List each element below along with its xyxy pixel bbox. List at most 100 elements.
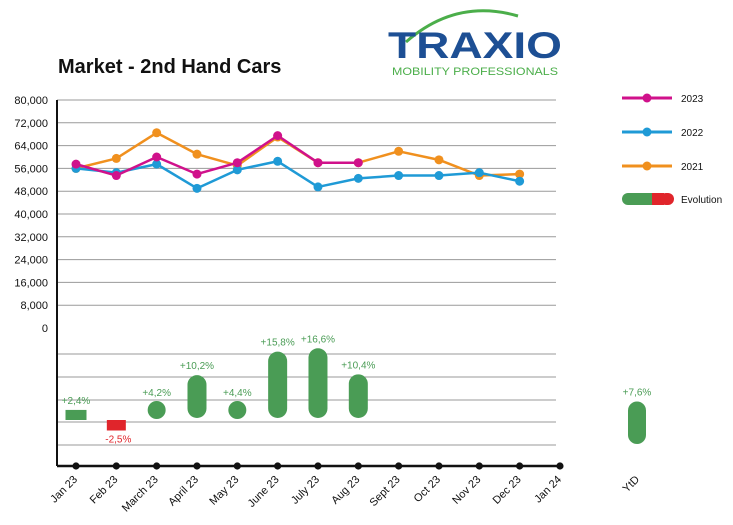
x-tick-dot bbox=[475, 462, 483, 470]
line-series bbox=[71, 128, 525, 193]
logo-tagline: MOBILITY PROFESSIONALS bbox=[392, 66, 558, 78]
x-tick-dot bbox=[233, 462, 241, 470]
x-tick-label: May 23 bbox=[207, 474, 241, 508]
x-tick-label: Nov 23 bbox=[450, 474, 483, 507]
y-tick-label: 72,000 bbox=[14, 118, 48, 130]
series-point-2023 bbox=[313, 158, 323, 168]
legend-marker-2022 bbox=[642, 127, 652, 137]
legend-evolution-pos bbox=[640, 193, 652, 205]
series-point-2022 bbox=[192, 183, 202, 193]
y-tick-label: 40,000 bbox=[14, 209, 48, 221]
evolution-bar bbox=[228, 401, 247, 419]
x-tick-dot bbox=[556, 462, 564, 470]
series-point-2022 bbox=[273, 156, 283, 166]
x-tick-dot bbox=[153, 462, 161, 470]
logo-swoosh bbox=[405, 9, 519, 44]
x-tick-dot bbox=[193, 462, 201, 470]
x-tick-dot bbox=[516, 462, 524, 470]
x-tick-label: Sept 23 bbox=[367, 474, 402, 509]
series-point-2023 bbox=[111, 171, 121, 181]
y-tick-label: 16,000 bbox=[14, 277, 48, 289]
evolution-bar bbox=[308, 348, 328, 418]
series-line-2023 bbox=[75, 134, 359, 177]
y-tick-label: 0 bbox=[42, 323, 48, 335]
y-tick-label: 56,000 bbox=[14, 163, 48, 175]
series-point-2022 bbox=[232, 165, 242, 175]
legend-label-2021: 2021 bbox=[681, 162, 704, 173]
x-tick-label: Dec 23 bbox=[491, 474, 524, 507]
series-point-2022 bbox=[394, 171, 404, 181]
evolution-bar bbox=[268, 351, 288, 418]
series-line-2021 bbox=[75, 131, 520, 177]
x-tick-label: Jan 23 bbox=[48, 474, 80, 506]
chart-title: Market - 2nd Hand Cars bbox=[58, 56, 282, 78]
legend-marker-2021 bbox=[642, 161, 652, 171]
ytd-category-label: YtD bbox=[621, 474, 642, 495]
x-tick-dot bbox=[274, 462, 282, 470]
evolution-label: -2,5% bbox=[105, 435, 131, 446]
evolution-label: +15,8% bbox=[261, 338, 295, 349]
series-point-2022 bbox=[152, 159, 162, 169]
logo-word: TRAXIO bbox=[388, 25, 562, 66]
series-point-2023 bbox=[232, 158, 242, 168]
y-tick-label: 32,000 bbox=[14, 232, 48, 244]
series-line-2022 bbox=[75, 160, 520, 190]
evolution-label: +16,6% bbox=[301, 334, 335, 345]
evolution-label: +4,2% bbox=[142, 388, 171, 399]
series-point-2021 bbox=[434, 155, 444, 165]
x-tick-dot bbox=[395, 462, 403, 470]
traxio-logo: TRAXIO MOBILITY PROFESSIONALS bbox=[388, 9, 562, 78]
x-tick-dot bbox=[112, 462, 120, 470]
series-point-2021 bbox=[394, 146, 404, 156]
series-point-2023 bbox=[192, 169, 202, 179]
y-axis: 80,000 72,000 64,000 56,000 48,000 40,000 32,0… bbox=[14, 95, 48, 335]
evolution-bar bbox=[65, 409, 87, 420]
x-tick-label: June 23 bbox=[246, 474, 282, 510]
y-tick-label: 8,000 bbox=[20, 300, 48, 312]
series-point-2022 bbox=[515, 176, 525, 186]
series-point-2022 bbox=[434, 171, 444, 181]
x-tick-label: April 23 bbox=[166, 474, 201, 509]
y-tick-label: 64,000 bbox=[14, 141, 48, 153]
x-tick-label: Oct 23 bbox=[412, 474, 443, 505]
x-tick-dot bbox=[435, 462, 443, 470]
x-tick-label: Aug 23 bbox=[329, 474, 362, 507]
y-tick-label: 48,000 bbox=[14, 186, 48, 198]
gridlines bbox=[57, 99, 556, 446]
ytd-bar bbox=[628, 401, 646, 444]
y-tick-label: 80,000 bbox=[14, 95, 48, 107]
evolution-bar bbox=[106, 420, 126, 431]
legend-evolution-neg bbox=[660, 193, 674, 205]
series-point-2022 bbox=[353, 173, 363, 183]
evolution-label: +4,4% bbox=[223, 388, 252, 399]
series-point-2023 bbox=[152, 152, 162, 162]
series-point-2021 bbox=[515, 169, 525, 179]
evolution-bar bbox=[348, 374, 368, 418]
evolution-label: +2,4% bbox=[62, 396, 91, 407]
evolution-label: +10,2% bbox=[180, 361, 214, 372]
evolution-bar bbox=[147, 401, 166, 419]
series-point-2023 bbox=[353, 158, 363, 168]
evolution-bars: +2,4% -2,5% +4,2% +10,2% +4,4% +15,8% +16,6% +1… bbox=[62, 334, 652, 495]
evolution-label: +10,4% bbox=[341, 360, 375, 371]
series-point-2021 bbox=[111, 153, 121, 163]
x-tick-label: July 23 bbox=[289, 474, 322, 507]
series-point-2021 bbox=[152, 128, 162, 138]
evolution-bar bbox=[187, 375, 207, 418]
x-tick-dot bbox=[72, 462, 80, 470]
legend: 2023 2022 2021 Evolution bbox=[622, 93, 722, 206]
legend-label-evolution: Evolution bbox=[681, 195, 722, 206]
series-point-2023 bbox=[71, 159, 81, 169]
series-point-2021 bbox=[192, 149, 202, 159]
x-tick-label: Jan 24 bbox=[532, 474, 564, 506]
series-point-2022 bbox=[313, 182, 323, 192]
ytd-label: +7,6% bbox=[623, 387, 652, 398]
x-tick-label: March 23 bbox=[120, 474, 161, 515]
y-tick-label: 24,000 bbox=[14, 255, 48, 267]
x-tick-label: Feb 23 bbox=[88, 474, 121, 507]
series-point-2023 bbox=[273, 131, 283, 141]
x-axis: Jan 23 Feb 23 March 23 April 23 May 23 June 2… bbox=[48, 100, 564, 515]
legend-label-2023: 2023 bbox=[681, 94, 704, 105]
legend-label-2022: 2022 bbox=[681, 128, 704, 139]
